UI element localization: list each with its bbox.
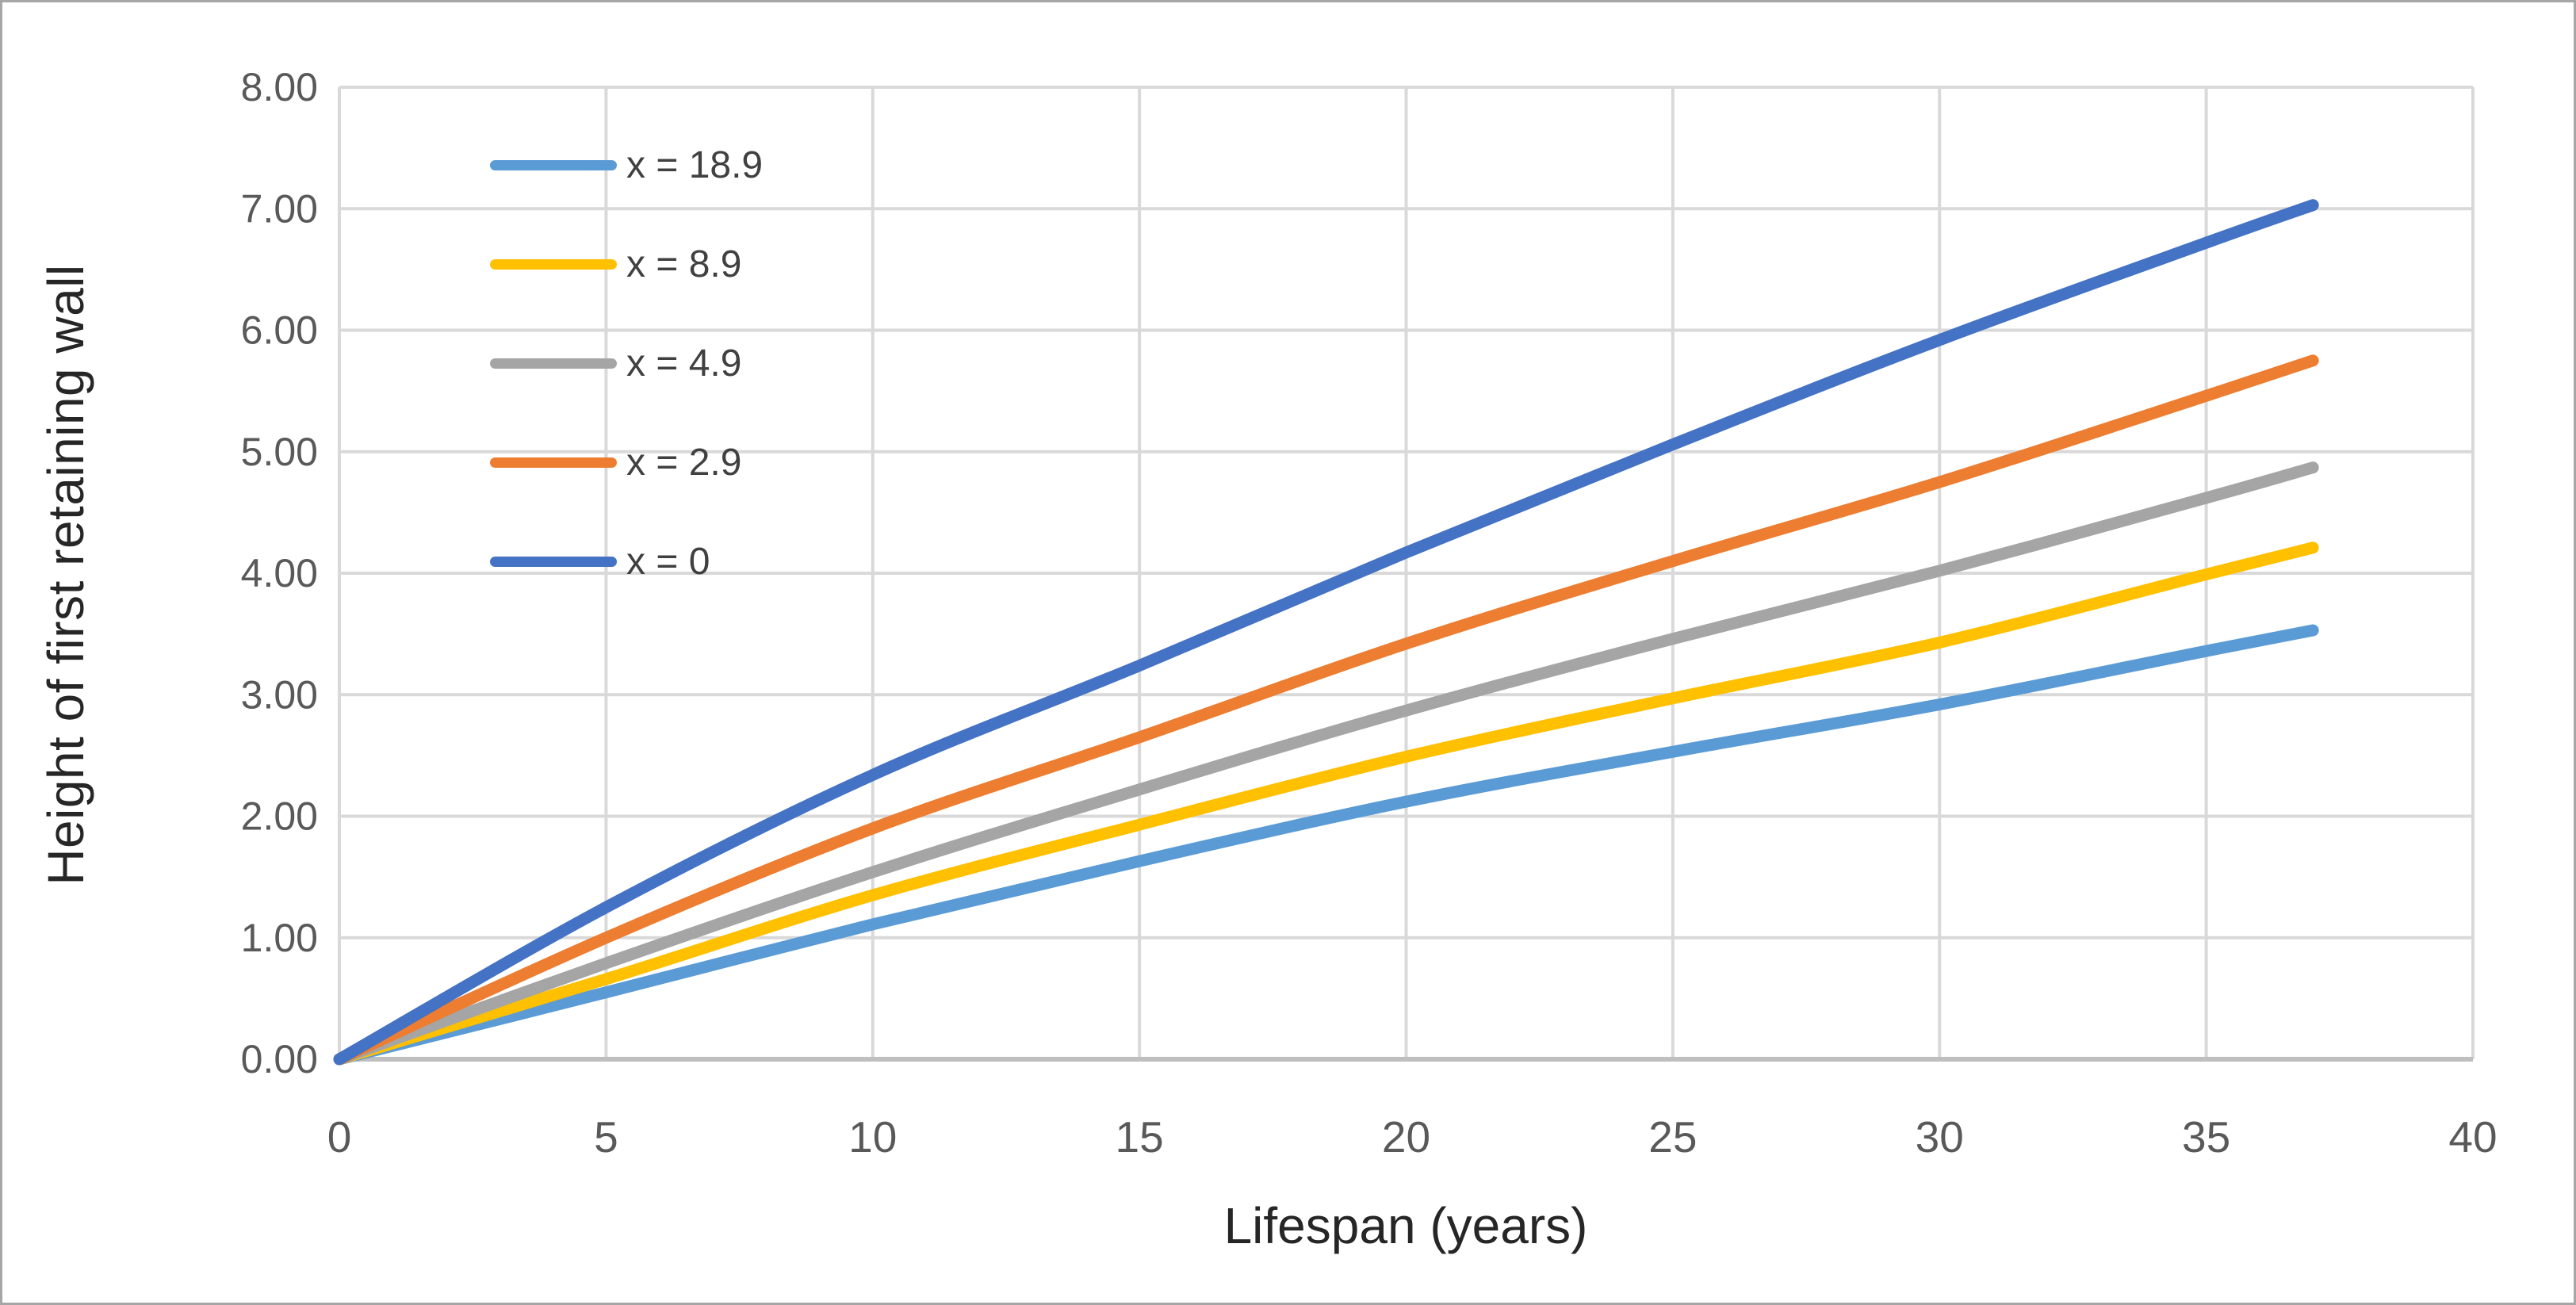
series-line-18.9: [333, 624, 2319, 1066]
x-tick-label: 20: [1382, 1112, 1430, 1161]
legend-line-swatch: [490, 457, 617, 468]
legend-item: x = 18.9: [490, 140, 763, 190]
series-line-0: [333, 199, 2319, 1066]
x-tick-label: 5: [594, 1112, 618, 1161]
y-tick-label: 4.00: [241, 551, 318, 595]
legend-label: x = 18.9: [626, 144, 764, 186]
legend-line-swatch: [490, 159, 617, 170]
x-tick-label: 35: [2182, 1112, 2230, 1161]
y-tick-label: 3.00: [241, 672, 318, 717]
legend-item: x = 0: [490, 536, 710, 587]
legend-line-swatch: [490, 358, 617, 369]
x-tick-labels: 0 5 10 15 20 25 30 35 40: [327, 1112, 2498, 1161]
legend-line-swatch: [490, 258, 617, 270]
x-axis-title: Lifespan (years): [1223, 1197, 1588, 1254]
y-tick-label: 2.00: [241, 794, 318, 839]
legend-label: x = 0: [626, 540, 710, 583]
legend-label: x = 4.9: [626, 342, 742, 385]
y-tick-label: 7.00: [241, 186, 318, 231]
y-tick-label: 8.00: [241, 65, 318, 109]
x-tick-label: 40: [2448, 1112, 2497, 1161]
legend-line-swatch: [490, 556, 617, 567]
series-lines: [333, 199, 2319, 1066]
y-axis-title: Height of first retaining wall: [37, 264, 94, 886]
gridlines: [338, 86, 2475, 1059]
series-line-8.9: [333, 542, 2319, 1066]
y-tick-label: 1.00: [241, 916, 318, 960]
x-tick-label: 10: [848, 1112, 897, 1161]
legend-label: x = 2.9: [626, 441, 742, 484]
legend-item: x = 4.9: [490, 338, 741, 388]
legend-item: x = 2.9: [490, 437, 741, 488]
y-tick-label: 0.00: [241, 1037, 318, 1081]
y-tick-label: 6.00: [241, 308, 318, 353]
legend-item: x = 8.9: [490, 239, 741, 289]
y-tick-label: 5.00: [241, 430, 318, 474]
x-tick-label: 30: [1916, 1112, 1964, 1161]
x-tick-label: 25: [1648, 1112, 1697, 1161]
x-tick-label: 0: [327, 1112, 352, 1161]
legend-label: x = 8.9: [626, 243, 742, 285]
y-tick-labels: 0.00 1.00 2.00 3.00 4.00 5.00 6.00 7.00 8.00: [241, 65, 318, 1081]
x-tick-label: 15: [1116, 1112, 1164, 1161]
series-line-4.9: [333, 461, 2319, 1066]
series-line-2.9: [333, 354, 2319, 1066]
